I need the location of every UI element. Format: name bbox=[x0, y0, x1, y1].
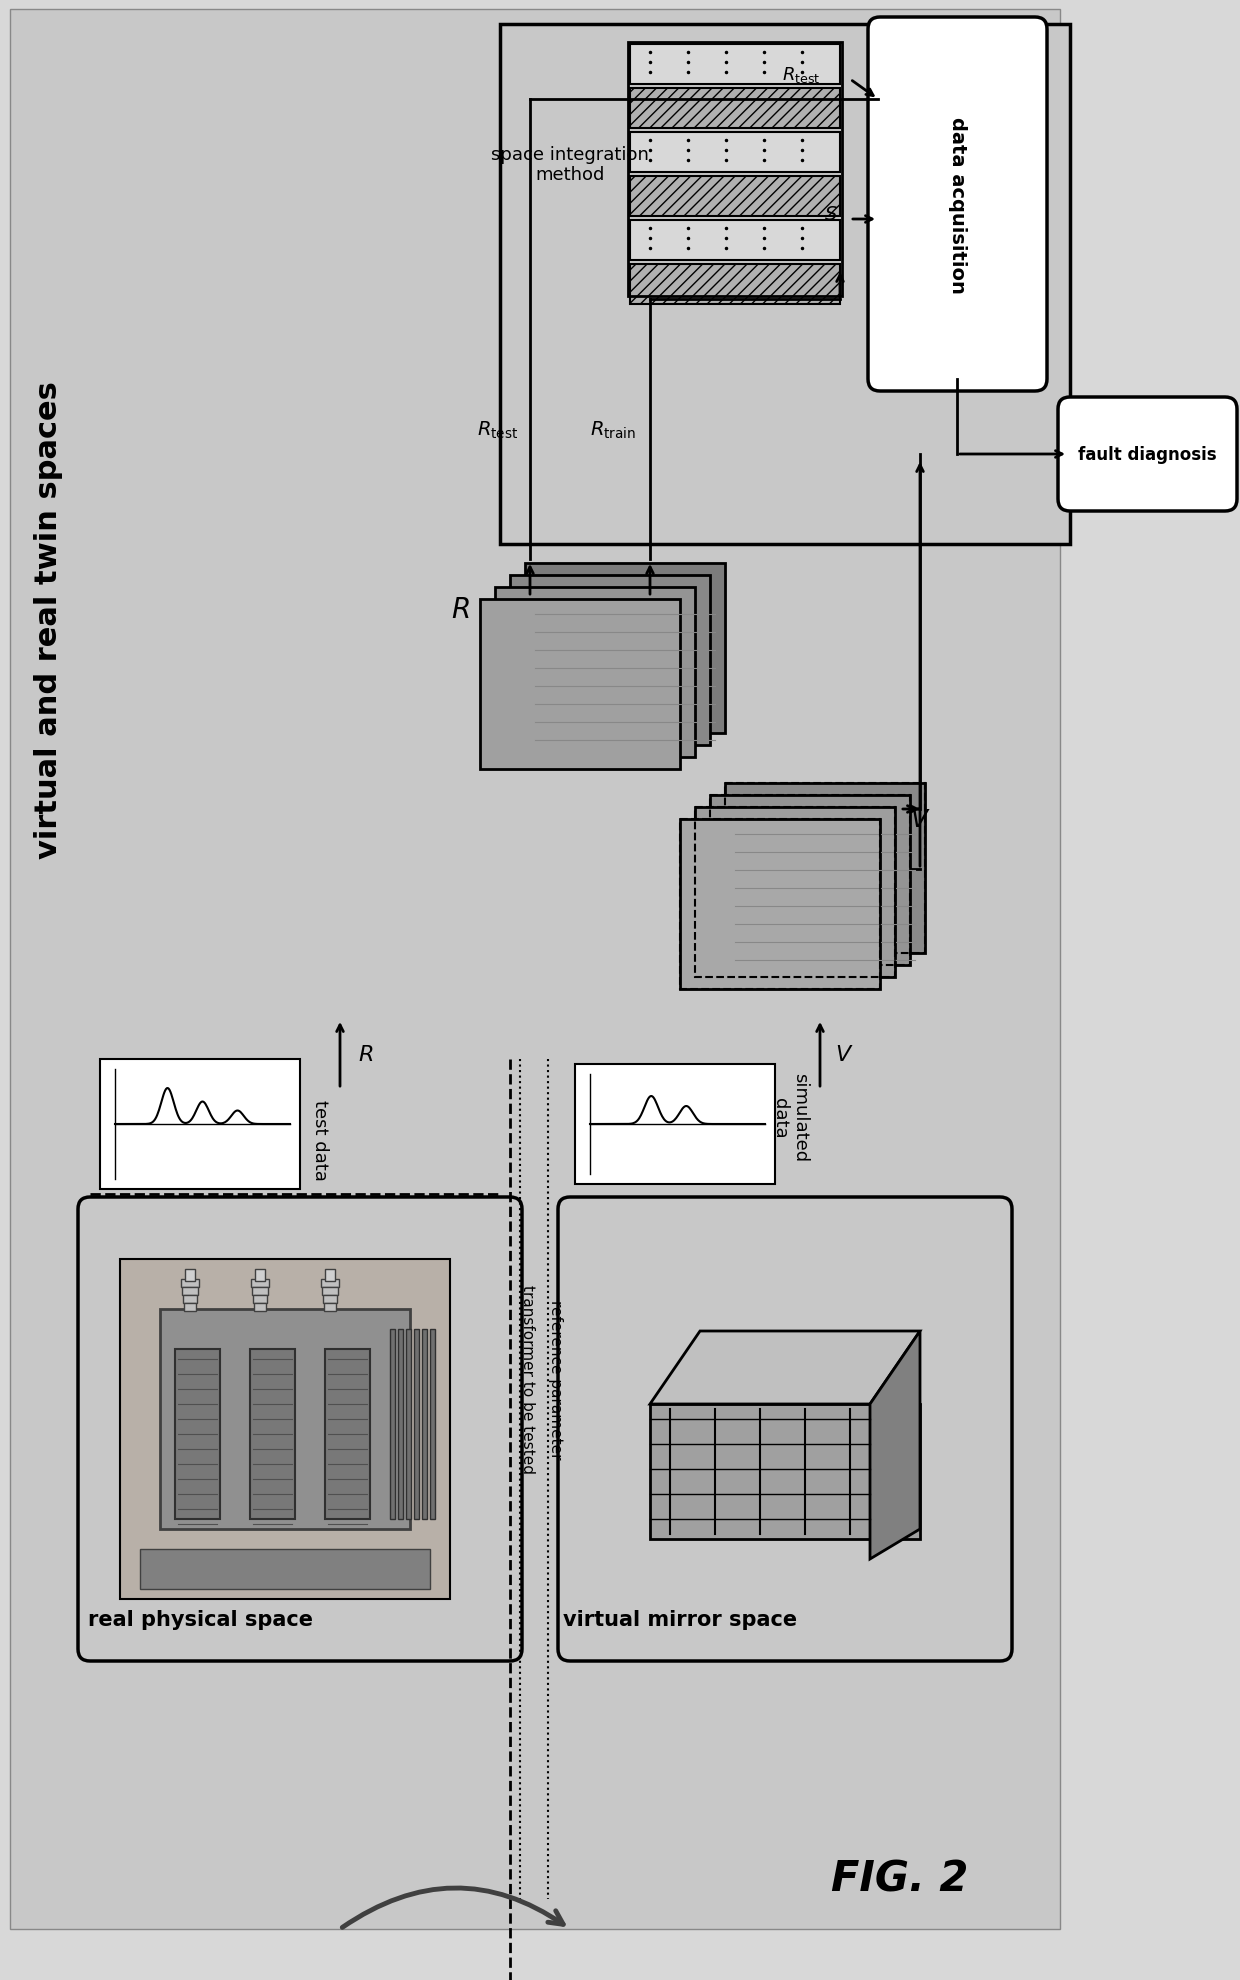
FancyBboxPatch shape bbox=[1058, 398, 1238, 511]
Text: transformer to be tested: transformer to be tested bbox=[520, 1285, 534, 1473]
FancyBboxPatch shape bbox=[78, 1198, 522, 1661]
Bar bbox=[725, 784, 925, 954]
Bar bbox=[711, 796, 910, 966]
Bar bbox=[405, 1329, 410, 1519]
Bar bbox=[630, 265, 839, 305]
Bar bbox=[184, 1295, 197, 1303]
Text: fault diagnosis: fault diagnosis bbox=[1079, 446, 1216, 463]
Bar bbox=[100, 1059, 300, 1190]
Text: $R_{\rm test}$: $R_{\rm test}$ bbox=[781, 65, 820, 85]
Bar bbox=[680, 820, 880, 990]
Text: $R_{\rm train}$: $R_{\rm train}$ bbox=[590, 420, 636, 440]
FancyBboxPatch shape bbox=[558, 1198, 1012, 1661]
Bar bbox=[630, 176, 839, 218]
Bar bbox=[325, 1348, 370, 1519]
Text: test data: test data bbox=[311, 1099, 329, 1180]
Polygon shape bbox=[870, 1331, 920, 1558]
Bar bbox=[694, 808, 895, 978]
Bar bbox=[255, 1269, 265, 1281]
Text: $S$: $S$ bbox=[825, 206, 838, 224]
Bar bbox=[398, 1329, 403, 1519]
Bar bbox=[694, 808, 895, 978]
Text: data acquisition: data acquisition bbox=[949, 117, 967, 293]
Text: $R$: $R$ bbox=[450, 596, 469, 624]
Bar bbox=[575, 1065, 775, 1184]
Bar bbox=[630, 222, 839, 261]
Bar bbox=[627, 44, 842, 297]
Bar bbox=[322, 1287, 339, 1295]
Bar bbox=[711, 796, 910, 966]
Text: simulated
data: simulated data bbox=[770, 1073, 810, 1162]
Bar bbox=[182, 1287, 198, 1295]
FancyBboxPatch shape bbox=[868, 18, 1047, 392]
Bar bbox=[324, 1303, 336, 1311]
Bar bbox=[414, 1329, 419, 1519]
Bar bbox=[181, 1279, 198, 1287]
Text: virtual mirror space: virtual mirror space bbox=[563, 1610, 797, 1630]
Bar bbox=[630, 133, 839, 172]
Bar bbox=[252, 1287, 268, 1295]
Text: FIG. 2: FIG. 2 bbox=[831, 1857, 968, 1901]
Bar bbox=[480, 600, 680, 770]
Text: $R_{\rm test}$: $R_{\rm test}$ bbox=[477, 420, 518, 440]
Bar bbox=[250, 1279, 269, 1287]
Bar bbox=[160, 1309, 410, 1529]
Text: virtual and real twin spaces: virtual and real twin spaces bbox=[33, 380, 62, 859]
Bar bbox=[120, 1259, 450, 1600]
Text: space integration
method: space integration method bbox=[491, 145, 649, 184]
Bar bbox=[510, 576, 711, 746]
Bar bbox=[630, 46, 839, 85]
Bar bbox=[391, 1329, 396, 1519]
Bar bbox=[680, 820, 880, 990]
Bar bbox=[325, 1269, 335, 1281]
Bar bbox=[422, 1329, 427, 1519]
Bar bbox=[495, 588, 694, 758]
Bar bbox=[630, 89, 839, 129]
Bar bbox=[175, 1348, 219, 1519]
Bar bbox=[630, 89, 839, 129]
Bar bbox=[184, 1303, 196, 1311]
Bar bbox=[322, 1295, 337, 1303]
Bar bbox=[253, 1295, 267, 1303]
Text: real physical space: real physical space bbox=[88, 1610, 312, 1630]
Bar bbox=[725, 784, 925, 954]
Bar bbox=[250, 1348, 295, 1519]
Text: $V$: $V$ bbox=[910, 808, 930, 832]
Text: $V$: $V$ bbox=[835, 1045, 853, 1065]
Bar bbox=[321, 1279, 339, 1287]
FancyArrowPatch shape bbox=[342, 1889, 563, 1927]
Bar bbox=[185, 1269, 195, 1281]
Bar bbox=[500, 26, 1070, 544]
Polygon shape bbox=[650, 1331, 920, 1404]
Bar bbox=[630, 176, 839, 218]
Bar bbox=[650, 1404, 920, 1538]
Text: $R$: $R$ bbox=[358, 1045, 373, 1065]
Bar bbox=[140, 1548, 430, 1590]
Bar bbox=[430, 1329, 435, 1519]
Bar bbox=[525, 564, 725, 735]
Bar bbox=[254, 1303, 267, 1311]
Text: reference parameter: reference parameter bbox=[548, 1299, 563, 1459]
Bar bbox=[630, 265, 839, 305]
Bar bbox=[10, 10, 1060, 1929]
